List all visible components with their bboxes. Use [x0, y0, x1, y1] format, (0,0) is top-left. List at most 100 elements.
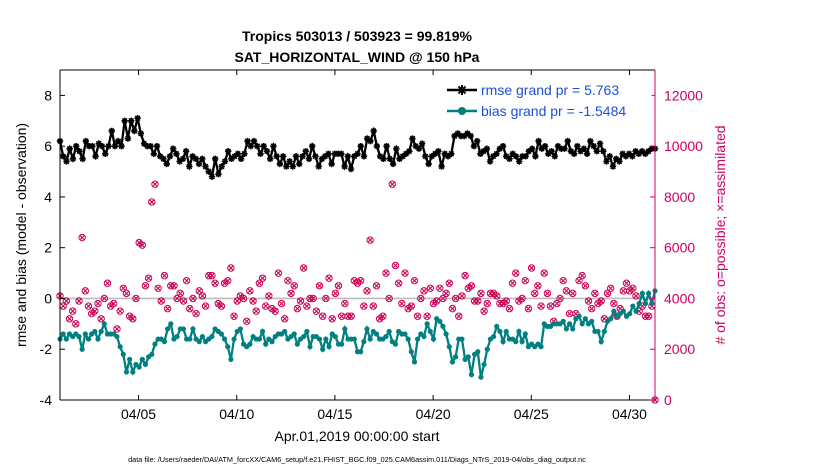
rmse-point — [60, 153, 67, 160]
rmse-point — [422, 153, 429, 160]
rmse-point — [208, 173, 216, 180]
obs-assimilated-point — [392, 262, 399, 269]
obs-possible-point — [65, 315, 74, 323]
obs-assimilated-point — [547, 303, 554, 309]
rmse-point — [63, 158, 70, 165]
obs-assimilated-point — [240, 295, 247, 302]
obs-assimilated-point — [275, 270, 282, 276]
rmse-point — [179, 155, 187, 163]
bias-point — [630, 303, 636, 309]
bias-point — [231, 336, 237, 342]
bias-point — [475, 349, 481, 355]
obs-possible-point — [91, 307, 99, 315]
rmse-point — [328, 160, 335, 168]
obs-assimilated-point — [174, 295, 180, 302]
rmse-point — [587, 137, 594, 145]
rmse-point — [638, 148, 646, 155]
obs-possible-point — [455, 312, 463, 320]
obs-possible-point — [116, 307, 124, 315]
rmse-point — [266, 155, 274, 163]
obs-assimilated-point — [329, 316, 335, 322]
obs-possible-point — [331, 289, 340, 298]
bias-point — [101, 321, 107, 327]
rmse-point — [150, 150, 157, 157]
rmse-point — [393, 145, 400, 152]
bias-point — [497, 328, 503, 335]
rmse-point — [364, 135, 371, 142]
obs-assimilated-point — [202, 303, 209, 309]
obs-assimilated-point — [418, 295, 424, 302]
rmse-point — [228, 155, 235, 163]
bias-point — [60, 331, 66, 337]
rmse-point — [169, 145, 177, 152]
obs-possible-point — [100, 294, 109, 303]
obs-assimilated-point — [63, 298, 70, 304]
y-left-tick-label: 0 — [44, 290, 52, 306]
rmse-point — [399, 153, 406, 160]
obs-possible-point — [239, 294, 248, 303]
y-left-tick-label: 8 — [44, 87, 52, 103]
obs-possible-point — [382, 269, 390, 277]
obs-assimilated-point — [364, 288, 370, 294]
obs-possible-point — [94, 299, 102, 308]
rmse-point — [583, 150, 591, 157]
rmse-point — [292, 153, 300, 160]
obs-assimilated-point — [338, 313, 345, 319]
obs-assimilated-point — [579, 272, 585, 279]
obs-assimilated-point — [437, 285, 443, 291]
x-axis-label: Apr.01,2019 00:00:00 start — [274, 428, 439, 444]
obs-possible-point — [75, 297, 83, 305]
y-left-tick-label: -2 — [40, 341, 53, 357]
obs-possible-point — [144, 274, 153, 282]
bias-point — [332, 333, 338, 340]
obs-assimilated-point — [544, 290, 551, 297]
obs-assimilated-point — [164, 305, 171, 312]
rmse-point — [111, 142, 119, 150]
obs-possible-point — [201, 302, 210, 310]
obs-assimilated-point — [319, 313, 326, 319]
rmse-point — [606, 153, 613, 160]
x-tick-label: 04/05 — [121, 406, 156, 422]
bias-point — [342, 326, 348, 332]
obs-possible-point — [322, 294, 330, 303]
obs-possible-point — [249, 297, 257, 305]
y-right-tick-label: 8000 — [664, 189, 695, 205]
rmse-point — [276, 160, 284, 168]
bias-point — [465, 354, 471, 360]
rmse-point — [509, 150, 516, 157]
obs-assimilated-point — [389, 181, 396, 187]
bias-point — [269, 339, 275, 345]
obs-possible-point — [290, 282, 298, 290]
bias-point — [76, 333, 82, 340]
rmse-point — [215, 170, 222, 178]
obs-assimilated-point — [244, 318, 250, 324]
obs-possible-point — [366, 236, 374, 244]
y-right-tick-label: 2000 — [664, 341, 695, 357]
legend-bias-marker — [458, 107, 466, 115]
rmse-point — [231, 153, 238, 160]
obs-possible-point — [426, 284, 434, 293]
rmse-point — [273, 153, 280, 160]
bias-point — [649, 300, 655, 307]
bias-point — [123, 369, 130, 375]
chart-title-line2: SAT_HORIZONTAL_WIND @ 150 hPa — [235, 49, 480, 65]
rmse-point — [286, 158, 293, 165]
rmse-point — [241, 150, 248, 157]
rmse-point — [309, 142, 316, 150]
obs-possible-point — [420, 287, 428, 295]
obs-possible-point — [141, 282, 150, 290]
bias-point — [304, 328, 310, 335]
obs-possible-point — [176, 289, 184, 298]
obs-possible-point — [81, 287, 90, 295]
obs-possible-point — [448, 304, 457, 313]
rmse-point — [538, 145, 546, 152]
obs-assimilated-point — [630, 285, 636, 291]
bias-point — [142, 361, 149, 368]
obs-assimilated-point — [149, 199, 155, 205]
rmse-point — [600, 148, 607, 155]
obs-possible-point — [505, 304, 514, 313]
legend: rmse grand pr = 5.763 bias grand pr = -1… — [442, 77, 652, 121]
bias-point — [301, 333, 307, 340]
bias-point — [494, 323, 500, 329]
